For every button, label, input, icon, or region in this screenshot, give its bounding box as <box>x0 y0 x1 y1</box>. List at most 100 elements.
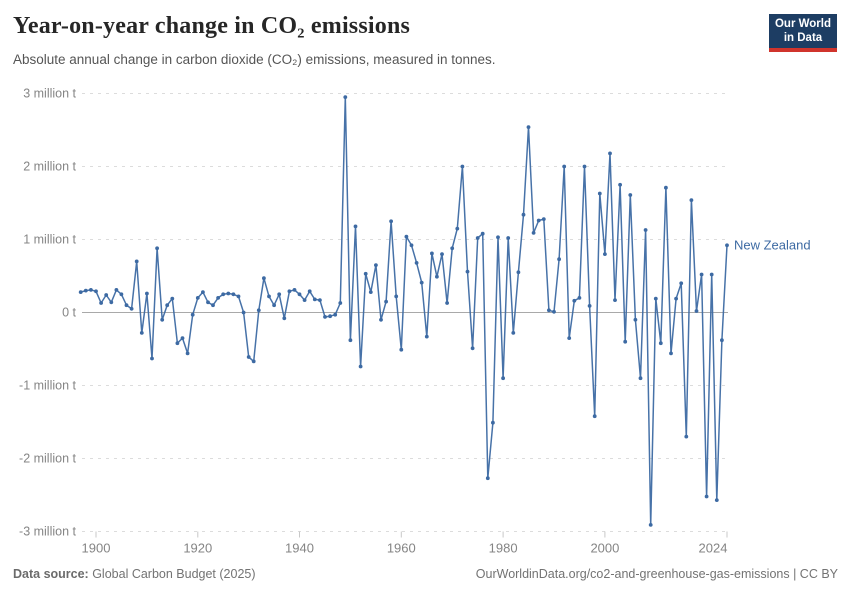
data-point[interactable] <box>491 420 495 425</box>
data-point[interactable] <box>323 315 327 319</box>
data-point[interactable] <box>450 246 455 251</box>
data-point[interactable] <box>318 298 322 302</box>
data-point[interactable] <box>399 347 404 352</box>
data-point[interactable] <box>643 228 648 232</box>
data-point[interactable] <box>506 236 511 240</box>
data-point[interactable] <box>582 164 587 169</box>
data-point[interactable] <box>307 289 312 294</box>
data-point[interactable] <box>287 289 292 294</box>
data-point[interactable] <box>658 341 663 346</box>
data-point[interactable] <box>201 290 205 294</box>
data-point[interactable] <box>424 334 429 339</box>
data-point[interactable] <box>129 306 134 311</box>
data-point[interactable] <box>674 296 678 301</box>
data-point[interactable] <box>231 292 236 297</box>
data-point[interactable] <box>353 224 358 229</box>
data-point[interactable] <box>190 312 195 317</box>
data-point[interactable] <box>404 234 409 239</box>
data-point[interactable] <box>328 314 332 319</box>
data-point[interactable] <box>185 351 190 356</box>
data-point[interactable] <box>292 288 297 292</box>
data-point[interactable] <box>256 308 261 313</box>
data-point[interactable] <box>206 300 210 305</box>
data-point[interactable] <box>211 303 215 308</box>
data-point[interactable] <box>312 297 317 302</box>
data-point[interactable] <box>501 376 505 381</box>
data-point[interactable] <box>297 292 302 297</box>
data-point[interactable] <box>669 351 673 356</box>
data-point[interactable] <box>94 289 98 294</box>
data-point[interactable] <box>78 290 83 294</box>
data-point[interactable] <box>414 261 419 265</box>
data-point[interactable] <box>562 164 567 169</box>
data-point[interactable] <box>572 298 577 303</box>
data-point[interactable] <box>114 288 119 292</box>
data-point[interactable] <box>195 296 200 300</box>
data-point[interactable] <box>516 270 521 275</box>
data-point[interactable] <box>541 217 546 222</box>
data-point[interactable] <box>623 339 628 344</box>
data-point[interactable] <box>384 299 388 304</box>
data-point[interactable] <box>109 300 114 305</box>
data-point[interactable] <box>374 263 378 267</box>
data-point[interactable] <box>89 288 93 292</box>
data-point[interactable] <box>358 364 363 369</box>
data-point[interactable] <box>699 272 704 277</box>
data-point[interactable] <box>333 312 338 317</box>
data-point[interactable] <box>221 292 226 297</box>
data-point[interactable] <box>145 291 149 296</box>
data-point[interactable] <box>170 296 175 301</box>
data-point[interactable] <box>480 231 485 236</box>
data-point[interactable] <box>664 185 668 190</box>
chart-canvas[interactable]: 3 million t 2 million t 1 million t 0 t -1 m… <box>0 80 850 560</box>
data-line[interactable] <box>79 96 728 526</box>
data-point[interactable] <box>526 125 531 129</box>
data-point[interactable] <box>241 310 246 315</box>
data-point[interactable] <box>180 336 185 340</box>
data-point[interactable] <box>465 269 470 274</box>
data-point[interactable] <box>139 331 144 335</box>
data-point[interactable] <box>348 338 353 343</box>
data-point[interactable] <box>389 219 393 224</box>
data-point[interactable] <box>272 303 276 308</box>
data-point[interactable] <box>608 151 612 156</box>
data-point[interactable] <box>597 191 602 196</box>
data-point[interactable] <box>567 336 572 340</box>
series-label[interactable]: New Zealand <box>734 237 811 252</box>
data-point[interactable] <box>246 355 251 359</box>
data-point[interactable] <box>552 309 556 314</box>
data-point[interactable] <box>226 291 231 296</box>
data-point[interactable] <box>119 292 124 297</box>
data-point[interactable] <box>277 292 282 297</box>
data-point[interactable] <box>99 301 103 305</box>
data-point[interactable] <box>679 281 684 286</box>
data-point[interactable] <box>714 498 719 502</box>
data-point[interactable] <box>577 296 582 300</box>
data-point[interactable] <box>536 218 541 223</box>
data-point[interactable] <box>653 296 658 301</box>
data-point[interactable] <box>475 236 480 240</box>
data-point[interactable] <box>409 243 414 248</box>
data-point[interactable] <box>592 414 597 419</box>
data-point[interactable] <box>216 296 221 300</box>
data-point[interactable] <box>445 301 449 305</box>
data-point[interactable] <box>302 298 307 302</box>
data-point[interactable] <box>648 523 653 527</box>
data-point[interactable] <box>435 274 439 279</box>
data-point[interactable] <box>485 476 490 481</box>
data-point[interactable] <box>134 259 139 264</box>
data-point[interactable] <box>557 257 561 262</box>
data-point[interactable] <box>455 226 460 231</box>
data-point[interactable] <box>613 298 617 302</box>
data-point[interactable] <box>419 280 424 285</box>
data-point[interactable] <box>282 316 287 321</box>
owid-logo[interactable]: Our World in Data <box>769 14 837 52</box>
data-point[interactable] <box>440 252 444 256</box>
data-point[interactable] <box>684 434 689 439</box>
data-point[interactable] <box>251 359 256 364</box>
data-point[interactable] <box>694 309 699 313</box>
line-chart[interactable]: 3 million t 2 million t 1 million t 0 t -1 m… <box>0 80 850 560</box>
data-point[interactable] <box>165 303 170 308</box>
data-point[interactable] <box>343 95 348 99</box>
data-point[interactable] <box>587 304 592 308</box>
